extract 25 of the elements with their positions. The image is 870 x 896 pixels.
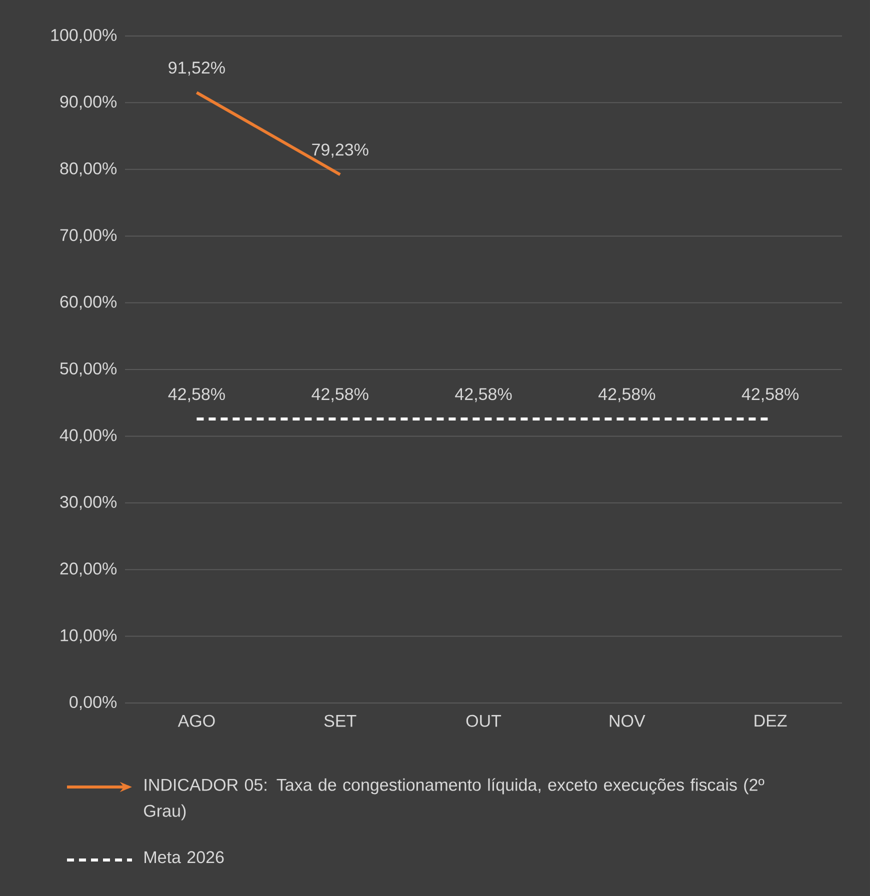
y-tick-label: 70,00% [60,229,117,244]
x-tick-label: DEZ [754,714,787,727]
data-label: 91,52% [168,62,225,76]
data-label: 42,58% [312,388,368,402]
y-tick-label: 90,00% [60,96,117,110]
x-tick-label: OUT [466,714,502,727]
x-tick-label: NOV [610,714,646,727]
data-label: 42,58% [455,388,512,402]
y-tick-label: 20,00% [60,562,117,577]
y-tick-label: 40,00% [60,429,117,444]
y-tick-label: 60,00% [60,296,117,310]
data-label: 42,58% [742,388,799,402]
y-tick-label: 30,00% [60,496,117,510]
x-tick-label: AGO [178,714,215,727]
y-tick-label: 100,00% [51,28,117,44]
data-label: 42,58% [168,388,225,402]
legend-label: INDICADOR 05: Taxa de congestionamento líquida, exceto execuções fiscais (2º Grau) [144,778,764,820]
data-label: 42,58% [598,388,656,402]
data-label: 79,23% [312,144,368,158]
y-tick-label: 80,00% [60,162,117,176]
y-tick-label: 50,00% [60,362,117,377]
legend-label: Meta 2026 [144,851,224,864]
x-tick-label: SET [324,714,356,727]
y-tick-label: 0,00% [70,696,117,710]
y-tick-label: 10,00% [60,629,117,644]
